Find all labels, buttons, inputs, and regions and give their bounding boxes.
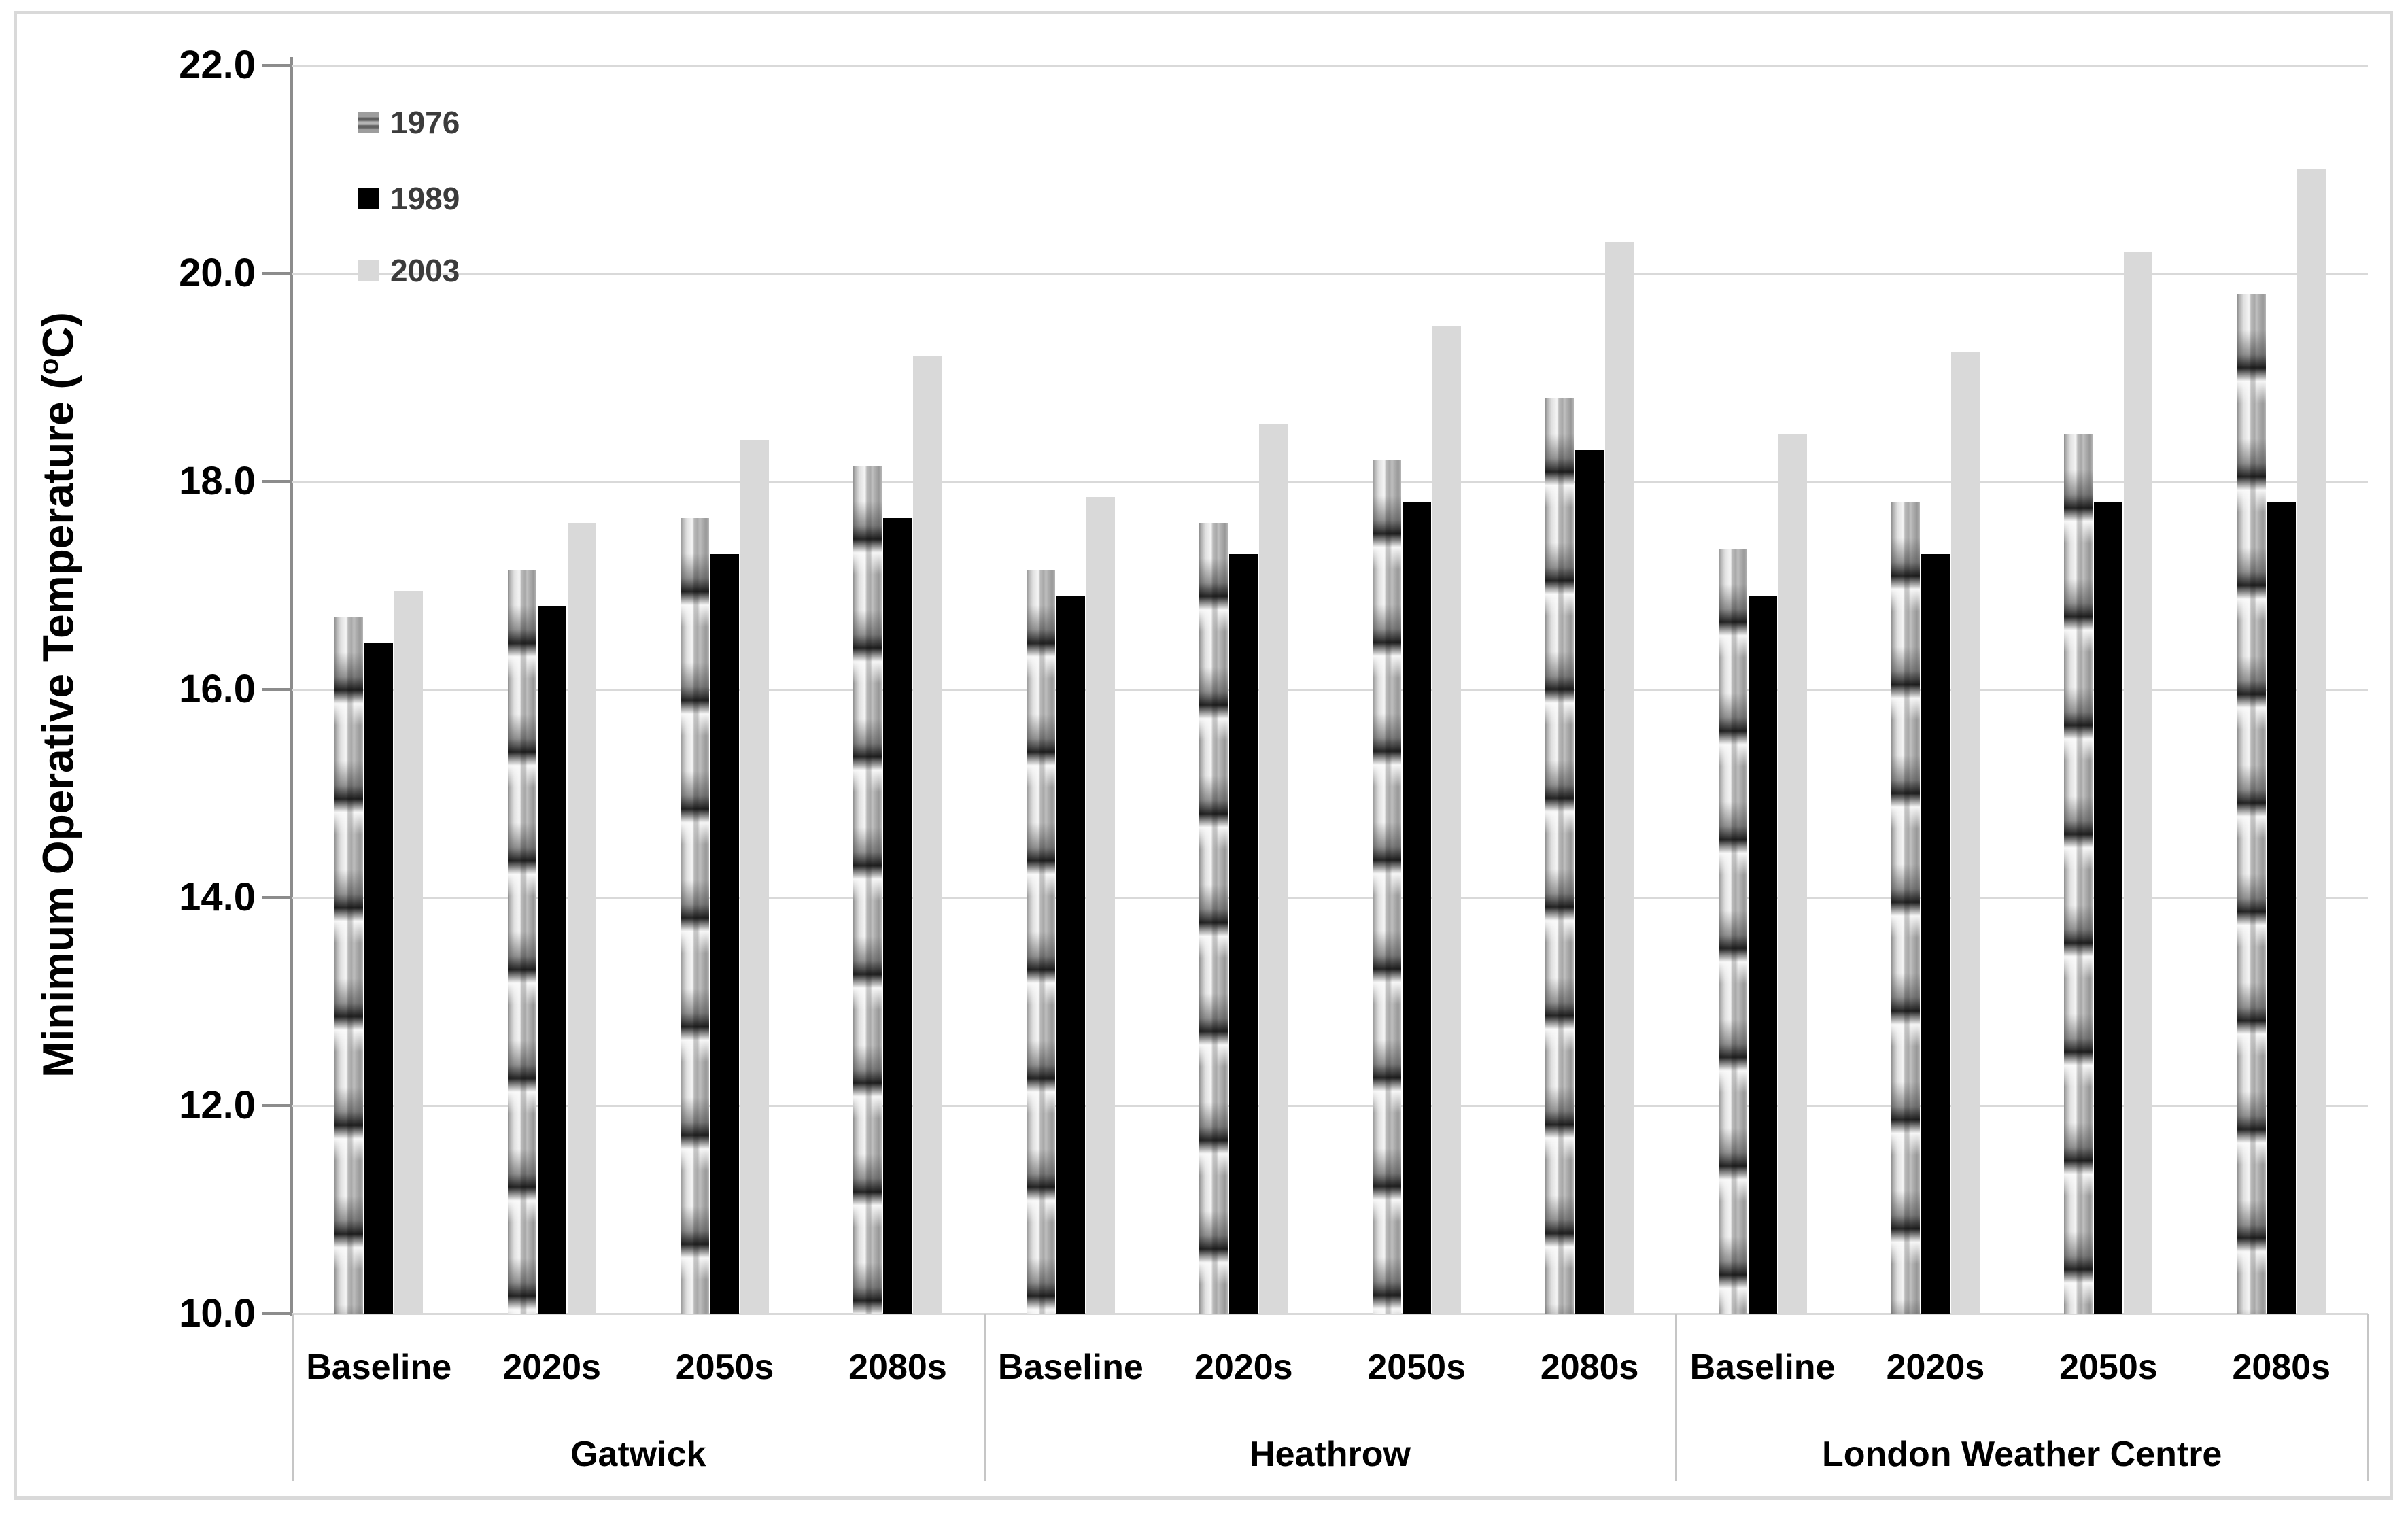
y-axis-tick — [262, 480, 292, 483]
bar-1976-baseline — [334, 616, 364, 1314]
x-axis-category-label: 2080s — [848, 1348, 947, 1387]
x-axis-category-label: 2020s — [502, 1348, 601, 1387]
gridline — [292, 1313, 2368, 1315]
bar-1989-2050s — [2094, 502, 2123, 1314]
y-axis-tick-label: 20.0 — [179, 251, 256, 295]
bar-2003-baseline — [1086, 496, 1115, 1314]
legend-swatch-1976-icon — [358, 112, 379, 133]
bar-2003-2080s — [913, 356, 942, 1314]
legend-label-2003: 2003 — [390, 253, 460, 288]
bar-1976-2080s — [2237, 294, 2266, 1314]
gridline — [292, 1105, 2368, 1107]
bar-1989-2080s — [1575, 450, 1604, 1314]
y-axis-line — [290, 57, 293, 1316]
bar-2003-baseline — [394, 590, 424, 1314]
legend-label-1976: 1976 — [390, 105, 460, 140]
bar-2003-2080s — [2297, 169, 2326, 1314]
y-axis-tick — [262, 896, 292, 899]
bar-1976-baseline — [1026, 570, 1055, 1314]
group-separator-line — [2367, 1314, 2369, 1481]
bar-2003-2050s — [740, 439, 770, 1314]
bar-1976-2050s — [681, 517, 710, 1314]
bar-1976-2080s — [853, 466, 882, 1314]
x-axis-category-label: Baseline — [1689, 1348, 1836, 1387]
bar-1976-2050s — [2064, 434, 2093, 1314]
group-separator-line — [292, 1314, 294, 1481]
bar-1989-2020s — [1229, 554, 1258, 1314]
bar-2003-baseline — [1778, 434, 1807, 1314]
bar-2003-2050s — [2124, 252, 2153, 1314]
x-axis-category-label: Baseline — [306, 1348, 452, 1387]
bar-1989-2020s — [537, 606, 566, 1314]
gridline — [292, 65, 2368, 67]
x-axis-category-label: 2080s — [1540, 1348, 1639, 1387]
y-axis-tick-label: 14.0 — [179, 875, 256, 919]
bar-1989-2020s — [1921, 554, 1950, 1314]
y-axis-tick-label: 18.0 — [179, 459, 256, 503]
bar-2003-2080s — [1605, 242, 1634, 1314]
gridline — [292, 273, 2368, 275]
y-axis-title: Minimum Operative Temperature (oC) — [23, 239, 82, 1150]
x-axis-category-label: 2050s — [675, 1348, 774, 1387]
bar-1989-2080s — [883, 517, 912, 1314]
x-axis-category-label: 2020s — [1886, 1348, 1985, 1387]
bar-1989-2080s — [2267, 502, 2296, 1314]
x-axis-group-label: Gatwick — [570, 1435, 706, 1474]
bar-1976-2080s — [1545, 398, 1575, 1314]
y-axis-tick-label: 10.0 — [179, 1291, 256, 1335]
y-axis-tick-label: 16.0 — [179, 667, 256, 711]
x-axis-category-label: 2080s — [2232, 1348, 2331, 1387]
bar-1989-baseline — [364, 643, 394, 1314]
legend-swatch-1989-icon — [358, 188, 379, 209]
y-axis-tick — [262, 64, 292, 67]
bar-1989-baseline — [1056, 596, 1085, 1314]
x-axis-category-label: 2050s — [2059, 1348, 2158, 1387]
bar-1976-2020s — [1891, 502, 1920, 1314]
y-axis-title-unit: C) — [33, 312, 83, 358]
bar-1976-2020s — [507, 570, 536, 1314]
degree-symbol: o — [34, 358, 64, 375]
bar-1976-baseline — [1718, 549, 1747, 1314]
bar-1989-baseline — [1748, 596, 1777, 1314]
bar-2003-2020s — [1950, 351, 1980, 1314]
bar-1989-2050s — [710, 554, 740, 1314]
x-axis-category-label: 2050s — [1367, 1348, 1466, 1387]
y-axis-tick — [262, 1104, 292, 1107]
gridline — [292, 689, 2368, 691]
x-axis-category-label: 2020s — [1194, 1348, 1293, 1387]
x-axis-category-label: Baseline — [997, 1348, 1143, 1387]
y-axis-tick — [262, 1312, 292, 1315]
y-axis-tick — [262, 688, 292, 691]
bar-2003-2020s — [567, 523, 596, 1314]
y-axis-tick — [262, 272, 292, 275]
x-axis-group-label: London Weather Centre — [1821, 1435, 2222, 1474]
group-separator-line — [1675, 1314, 1678, 1481]
y-axis-tick-label: 12.0 — [179, 1083, 256, 1127]
legend-swatch-2003-icon — [358, 260, 379, 281]
bar-1976-2020s — [1199, 523, 1228, 1314]
legend-label-1989: 1989 — [390, 181, 460, 216]
gridline — [292, 897, 2368, 899]
bar-2003-2050s — [1432, 325, 1461, 1314]
y-axis-tick-label: 22.0 — [179, 43, 256, 87]
bar-2003-2020s — [1259, 424, 1288, 1314]
gridline — [292, 481, 2368, 483]
bar-1989-2050s — [1402, 502, 1431, 1314]
group-separator-line — [983, 1314, 986, 1481]
bar-1976-2050s — [1372, 460, 1401, 1314]
plot-area — [292, 65, 2368, 1315]
x-axis-group-label: Heathrow — [1250, 1435, 1411, 1474]
